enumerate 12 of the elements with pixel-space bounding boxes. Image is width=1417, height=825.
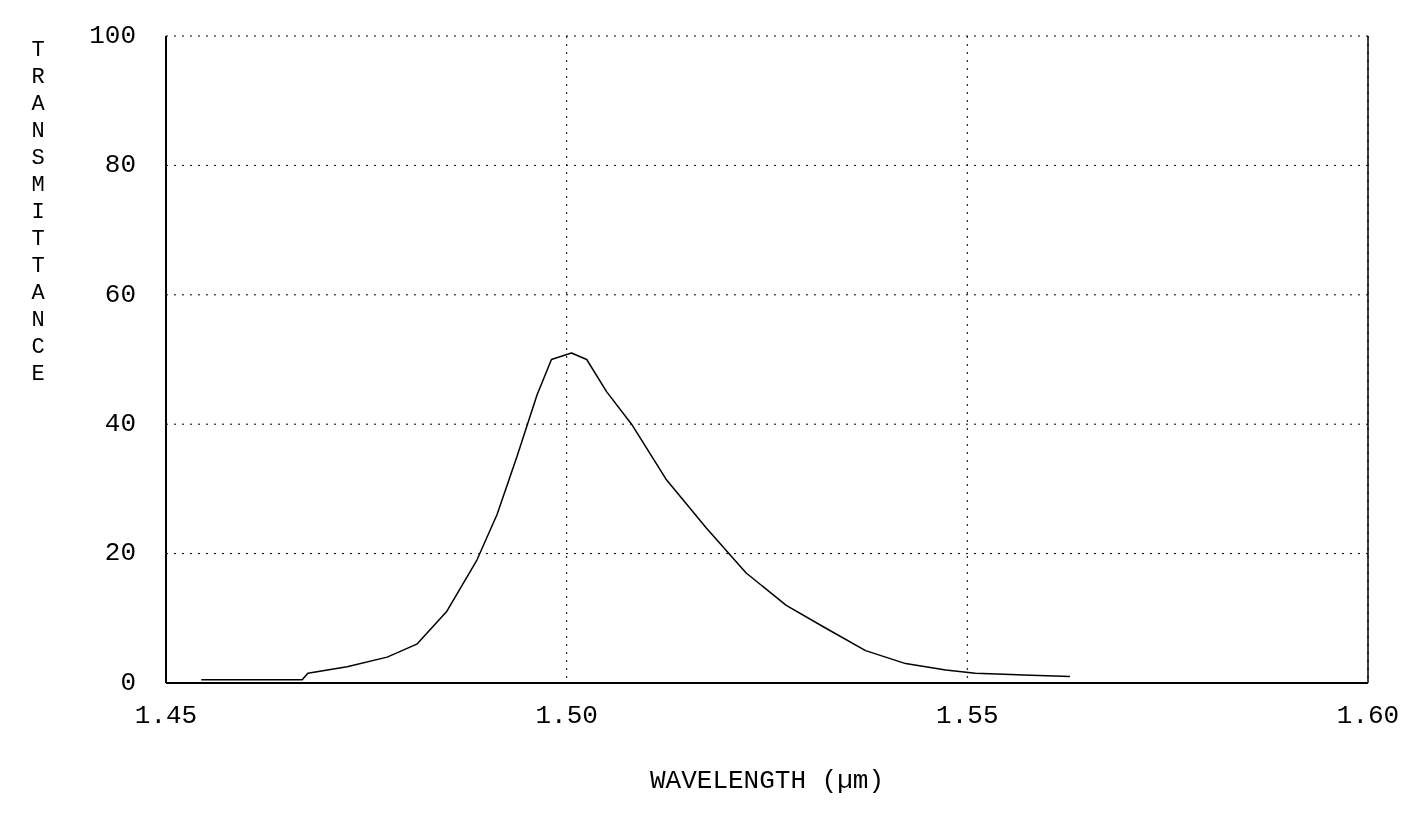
y-tick-label: 20 — [104, 538, 136, 569]
y-tick-label: 60 — [104, 279, 136, 310]
x-tick-label: 1.45 — [134, 701, 198, 731]
y-tick-label: 100 — [89, 20, 136, 51]
x-tick-label: 1.55 — [936, 701, 999, 731]
y-tick-label: 80 — [104, 150, 136, 181]
x-axis-title: WAVELENGTH (µm) — [649, 766, 885, 796]
x-tick-label: 1.60 — [1336, 701, 1400, 731]
text: TRANSMITTANCE — [31, 38, 45, 387]
y-tick-label: 40 — [104, 409, 136, 440]
y-tick-label: 0 — [120, 667, 136, 698]
x-tick-label: 1.50 — [535, 701, 598, 731]
